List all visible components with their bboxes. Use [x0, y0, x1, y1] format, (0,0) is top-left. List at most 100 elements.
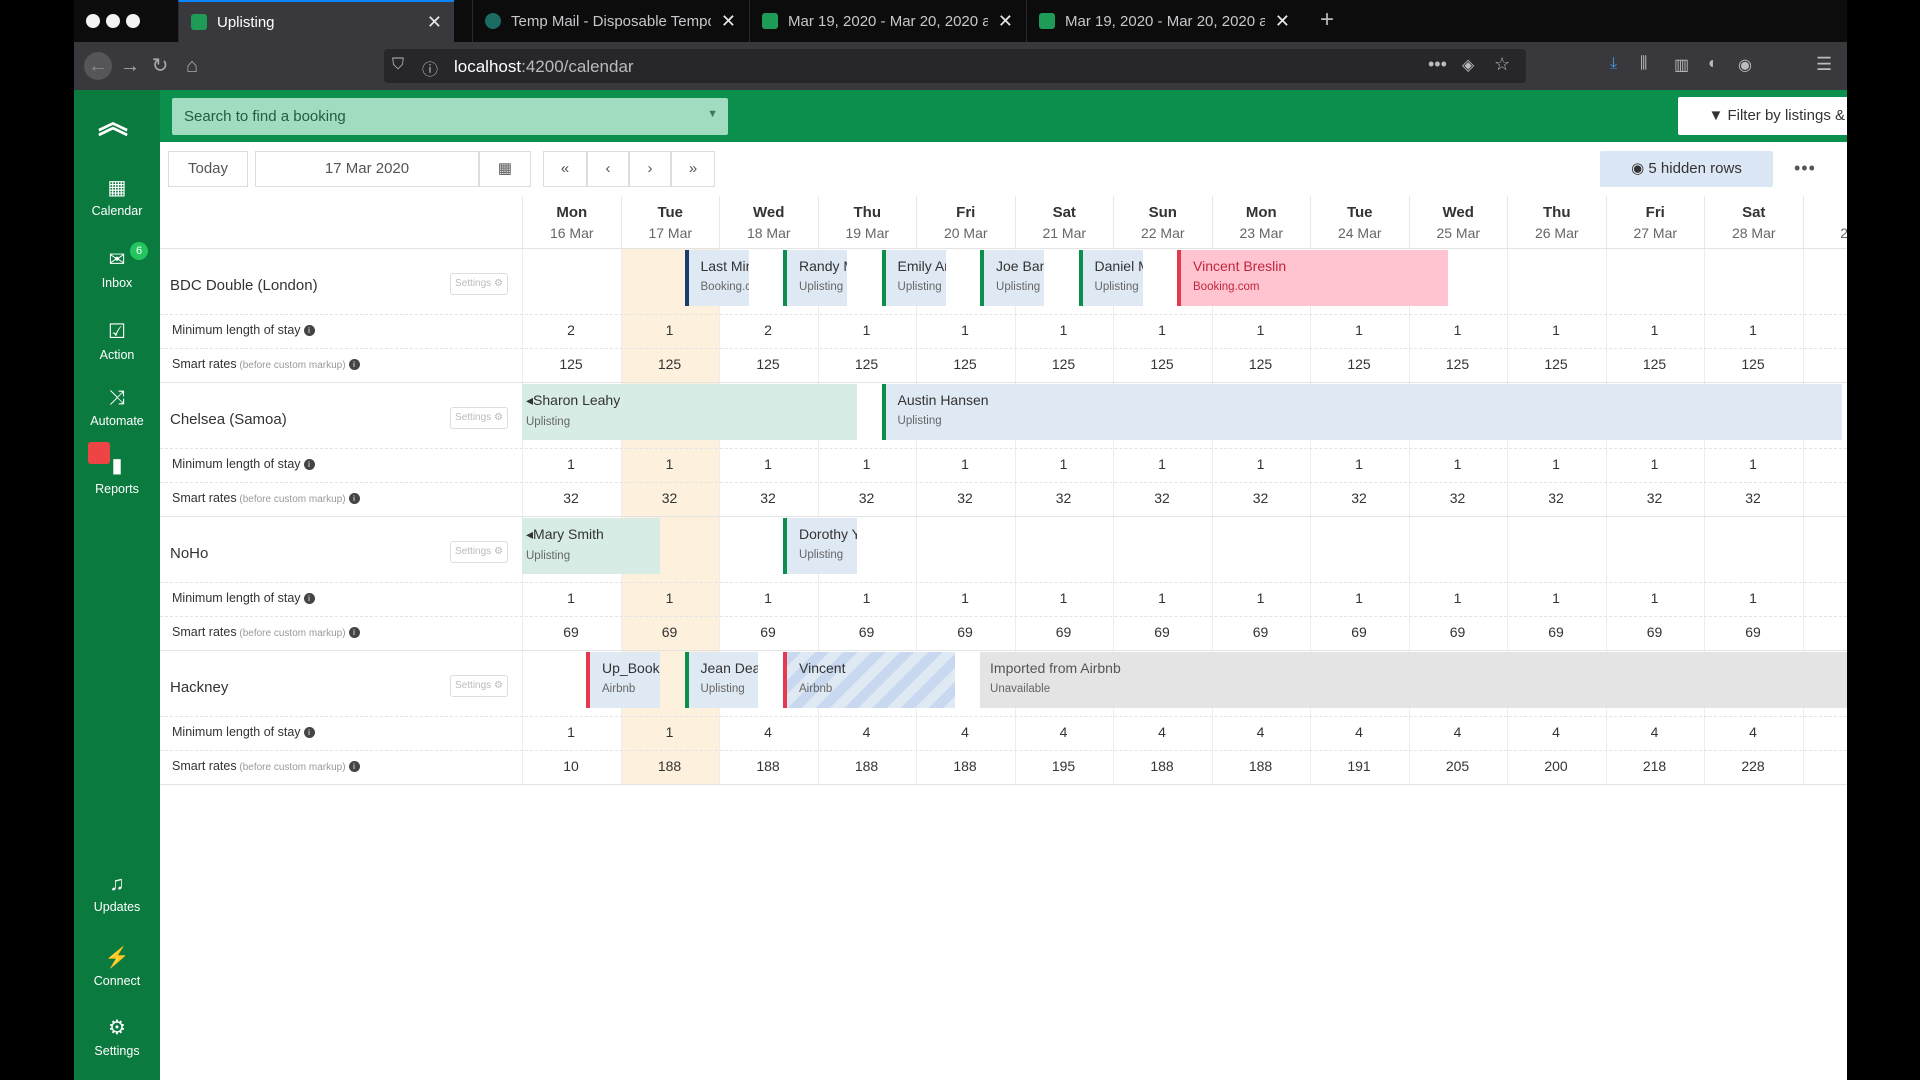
smart-rate-cell[interactable]: 188 — [1248, 758, 1273, 774]
smart-rate-cell[interactable]: 69 — [1154, 624, 1170, 640]
min-stay-cell[interactable]: 4 — [961, 724, 969, 740]
smart-rate-cell[interactable]: 125 — [559, 356, 583, 372]
smart-rate-cell[interactable]: 32 — [1449, 490, 1466, 506]
smart-rate-cell[interactable]: 205 — [1445, 758, 1470, 774]
listing-settings-button[interactable]: Settings ⚙ — [450, 407, 508, 429]
min-stay-cell[interactable]: 4 — [1650, 724, 1659, 740]
library-icon[interactable]: ⫼ — [1640, 55, 1648, 72]
smart-rate-cell[interactable]: 32 — [858, 490, 875, 506]
listing-name[interactable]: NoHo — [170, 545, 209, 562]
sidebar-item-settings[interactable]: ⚙ Settings — [74, 1016, 160, 1058]
min-stay-cell[interactable]: 1 — [1813, 322, 1848, 338]
today-button[interactable]: Today — [168, 151, 248, 187]
browser-tab[interactable]: Mar 19, 2020 - Mar 20, 2020 a ✕ — [1026, 0, 1302, 42]
listing-settings-button[interactable]: Settings ⚙ — [450, 675, 508, 697]
smart-rate-cell[interactable]: 125 — [1813, 356, 1848, 372]
min-stay-cell[interactable]: 2 — [567, 322, 575, 338]
close-tab-icon[interactable]: ✕ — [1274, 10, 1290, 31]
smart-rate-cell[interactable]: 125 — [657, 356, 682, 372]
info-icon[interactable]: i — [348, 761, 360, 772]
smart-rate-cell[interactable]: 125 — [1741, 356, 1765, 372]
smart-rate-cell[interactable]: 195 — [1051, 758, 1076, 774]
min-stay-cell[interactable]: 4 — [1552, 724, 1560, 740]
min-stay-cell[interactable]: 4 — [1355, 724, 1363, 740]
smart-rate-cell[interactable]: 69 — [760, 624, 776, 640]
info-icon[interactable]: i — [303, 727, 315, 738]
booking-bar[interactable]: Emily Anc Uplisting — [881, 250, 946, 306]
smart-rate-cell[interactable]: 32 — [1252, 490, 1269, 506]
sidebar-item-action[interactable]: ☑ Action — [74, 320, 160, 362]
min-stay-cell[interactable]: 1 — [1256, 456, 1265, 472]
smart-rate-cell[interactable]: 10 — [563, 758, 579, 774]
smart-rate-cell[interactable]: 125 — [1150, 356, 1174, 372]
sidebar-item-reports[interactable]: ▮ Reports — [74, 454, 160, 496]
booking-bar[interactable]: Joe Banks Uplisting — [980, 250, 1045, 306]
info-icon[interactable]: i — [303, 459, 315, 470]
smart-rate-cell[interactable]: 200 — [1544, 758, 1568, 774]
min-stay-cell[interactable]: 1 — [862, 456, 871, 472]
smart-rate-cell[interactable]: 32 — [1154, 490, 1170, 506]
sidebar-toggle-icon[interactable]: ▥ — [1674, 57, 1690, 74]
smart-rate-cell[interactable]: 188 — [657, 758, 682, 774]
min-stay-cell[interactable]: 1 — [1813, 456, 1848, 472]
smart-rate-cell[interactable]: 191 — [1347, 758, 1371, 774]
smart-rate-cell[interactable]: 125 — [1445, 356, 1470, 372]
info-icon[interactable]: i — [303, 325, 315, 336]
booking-bar[interactable]: Last Minu Booking.cor — [684, 250, 749, 306]
menu-icon[interactable]: ☰ — [1816, 54, 1833, 74]
smart-rate-cell[interactable]: 69 — [957, 624, 973, 640]
booking-bar[interactable]: ◂Sharon Leahy Uplisting — [522, 384, 857, 440]
close-window-button[interactable] — [86, 14, 100, 28]
smart-rate-cell[interactable]: 218 — [1642, 758, 1667, 774]
browser-tab[interactable]: Uplisting ✕ — [178, 0, 454, 42]
listing-settings-button[interactable]: Settings ⚙ — [450, 541, 508, 563]
min-stay-cell[interactable]: 1 — [1749, 322, 1757, 338]
info-icon[interactable]: i — [303, 593, 315, 604]
close-tab-icon[interactable]: ✕ — [720, 10, 736, 31]
smart-rate-cell[interactable]: 125 — [756, 356, 780, 372]
booking-bar[interactable]: Imported from Airbnb Unavailable — [980, 652, 1847, 708]
min-stay-cell[interactable]: 2 — [764, 322, 772, 338]
sidebar-item-automate[interactable]: ⤨ Automate — [74, 386, 160, 428]
smart-rate-cell[interactable]: 32 — [957, 490, 973, 506]
min-stay-cell[interactable]: 1 — [1650, 322, 1659, 338]
min-stay-cell[interactable]: 1 — [567, 456, 575, 472]
shield-icon[interactable]: ⛉ — [392, 56, 405, 73]
listing-settings-button[interactable]: Settings ⚙ — [450, 273, 508, 295]
min-stay-cell[interactable]: 4 — [1453, 724, 1462, 740]
booking-bar[interactable]: ◂Mary Smith Uplisting — [522, 518, 660, 574]
smart-rate-cell[interactable]: 188 — [756, 758, 780, 774]
info-icon[interactable]: ⓘ — [422, 62, 439, 79]
min-stay-cell[interactable]: 4 — [1749, 724, 1757, 740]
page-actions-icon[interactable]: ••• — [1428, 54, 1447, 74]
min-stay-cell[interactable]: 1 — [1059, 322, 1068, 338]
smart-rate-cell[interactable]: 69 — [1813, 624, 1848, 640]
min-stay-cell[interactable]: 1 — [1453, 322, 1462, 338]
min-stay-cell[interactable]: 1 — [1453, 456, 1462, 472]
min-stay-cell[interactable]: 1 — [1158, 590, 1166, 606]
min-stay-cell[interactable]: 1 — [961, 322, 969, 338]
min-stay-cell[interactable]: 1 — [1355, 590, 1363, 606]
smart-rate-cell[interactable]: 32 — [1055, 490, 1072, 506]
smart-rate-cell[interactable]: 125 — [854, 356, 879, 372]
min-stay-cell[interactable]: 4 — [1059, 724, 1068, 740]
min-stay-cell[interactable]: 1 — [961, 590, 969, 606]
booking-bar[interactable]: Austin Hansen Uplisting — [881, 384, 1842, 440]
info-icon[interactable]: i — [348, 627, 360, 638]
smart-rate-cell[interactable]: 32 — [1646, 490, 1663, 506]
maximize-window-button[interactable] — [126, 14, 140, 28]
min-stay-cell[interactable]: 4 — [1158, 724, 1166, 740]
min-stay-cell[interactable]: 1 — [665, 322, 674, 338]
min-stay-cell[interactable]: 1 — [1650, 590, 1659, 606]
min-stay-cell[interactable]: 1 — [961, 456, 969, 472]
listing-name[interactable]: Chelsea (Samoa) — [170, 411, 287, 428]
close-tab-icon[interactable]: ✕ — [426, 11, 442, 32]
sidebar-item-connect[interactable]: ⚡ Connect — [74, 946, 160, 988]
back-button[interactable]: ← — [84, 52, 112, 80]
browser-tab[interactable]: Temp Mail - Disposable Tempo ✕ — [472, 0, 748, 42]
smart-rate-cell[interactable]: 194 — [1813, 758, 1848, 774]
min-stay-cell[interactable]: 1 — [1453, 590, 1462, 606]
booking-bar[interactable]: Dorothy Y Uplisting — [783, 518, 857, 574]
min-stay-cell[interactable]: 1 — [665, 724, 674, 740]
min-stay-cell[interactable]: 1 — [1059, 590, 1068, 606]
